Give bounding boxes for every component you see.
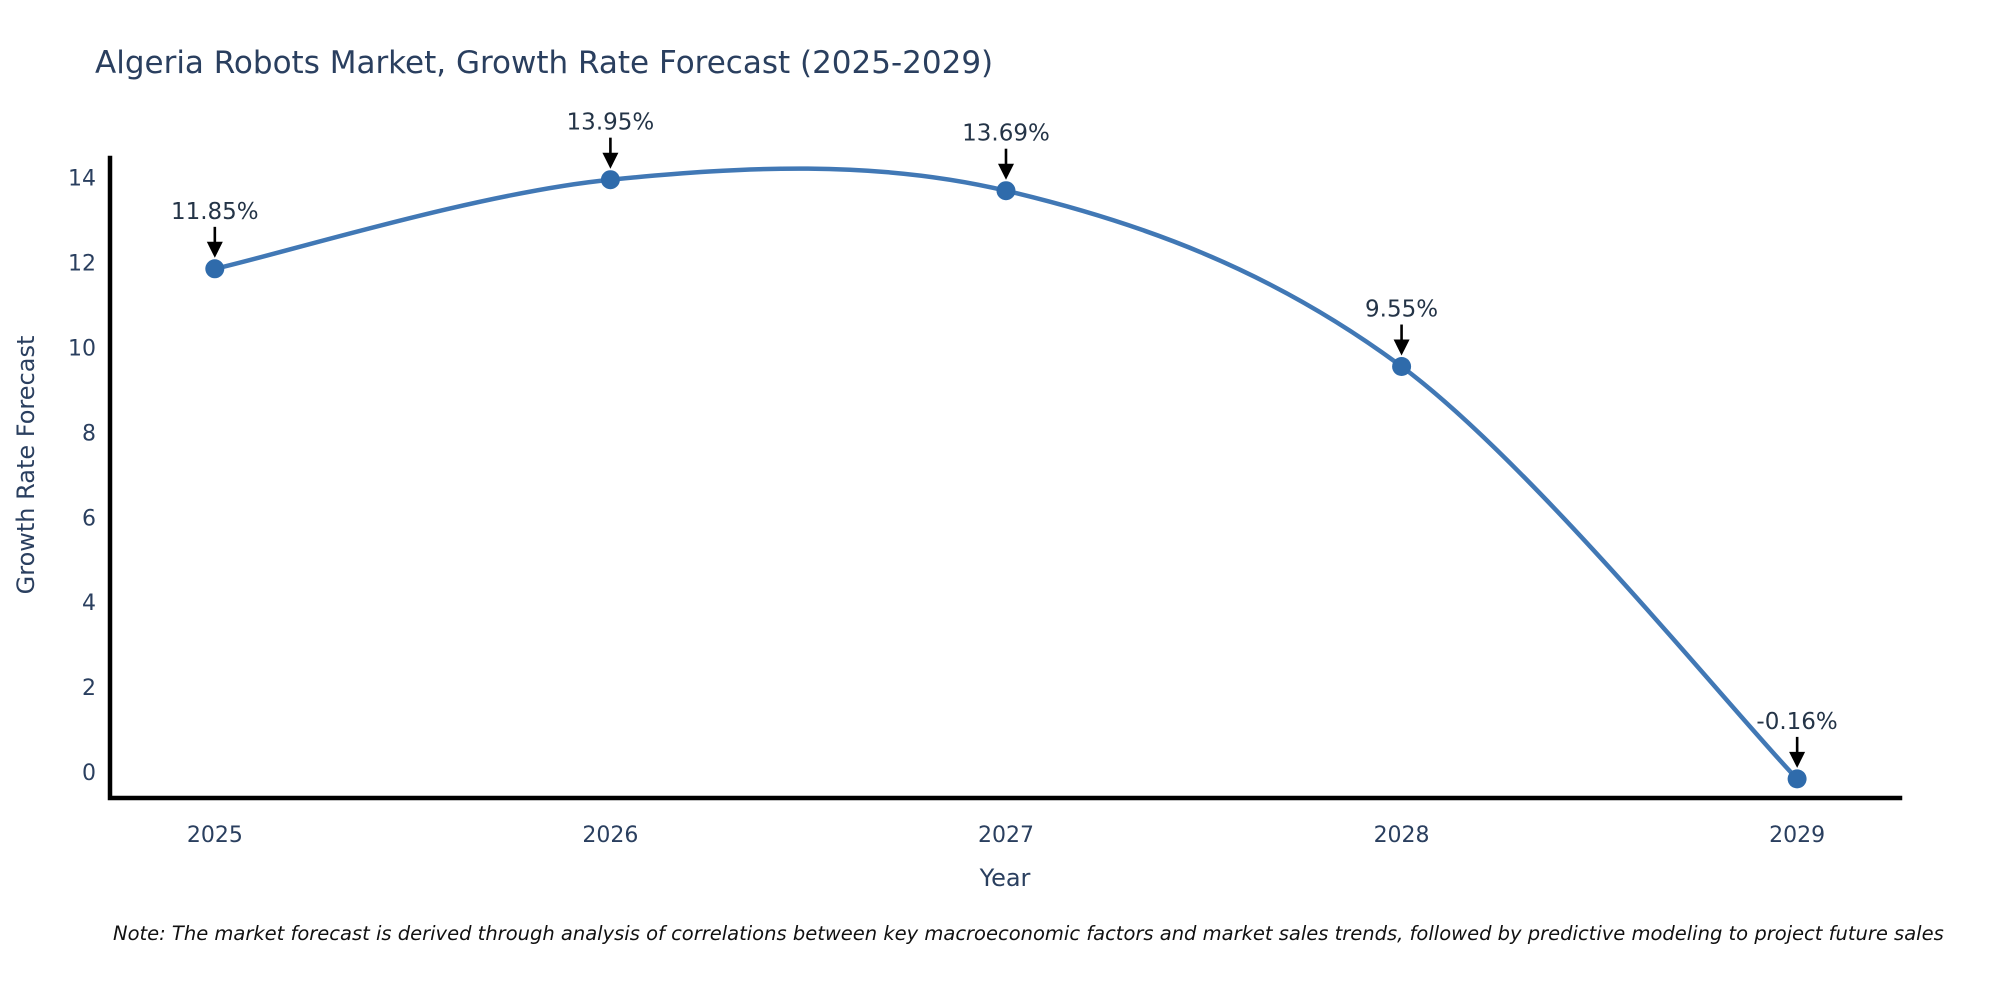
y-tick-label: 12 xyxy=(68,251,96,276)
annotation-arrowhead-icon xyxy=(998,163,1014,180)
y-tick-label: 10 xyxy=(68,336,96,361)
y-tick-label: 6 xyxy=(82,506,96,531)
x-axis-tick-labels: 2025 2026 2027 2028 2029 xyxy=(187,823,1825,848)
y-tick-label: 14 xyxy=(68,167,96,192)
x-tick-label: 2029 xyxy=(1769,823,1825,848)
axis-lines xyxy=(107,155,1903,801)
y-axis-tick-labels: 0 2 4 6 8 10 12 14 xyxy=(68,167,96,787)
x-tick-label: 2025 xyxy=(187,823,243,848)
annotation-value-label: 9.55% xyxy=(1365,297,1438,323)
data-point-marker xyxy=(600,170,620,190)
point-annotation: 9.55% xyxy=(1365,297,1438,356)
point-annotation: 13.69% xyxy=(962,121,1050,180)
point-annotation: 11.85% xyxy=(171,199,259,258)
point-annotation: 13.95% xyxy=(567,110,655,169)
y-axis-title: Growth Rate Forecast xyxy=(12,336,40,595)
annotation-value-label: 13.69% xyxy=(962,121,1050,147)
x-tick-label: 2028 xyxy=(1374,823,1430,848)
data-point-marker xyxy=(996,181,1016,201)
x-tick-label: 2027 xyxy=(978,823,1034,848)
data-point-marker xyxy=(1787,769,1807,789)
y-tick-label: 8 xyxy=(82,421,96,446)
data-line xyxy=(212,166,1800,782)
annotation-value-label: -0.16% xyxy=(1756,709,1837,735)
x-tick-label: 2026 xyxy=(582,823,638,848)
y-tick-label: 0 xyxy=(82,761,96,786)
annotation-arrowhead-icon xyxy=(206,241,223,258)
annotation-value-label: 11.85% xyxy=(171,199,259,225)
annotation-arrowhead-icon xyxy=(1393,339,1410,356)
chart-title: Algeria Robots Market, Growth Rate Forec… xyxy=(95,45,993,81)
annotation-value-label: 13.95% xyxy=(567,110,655,136)
y-tick-label: 2 xyxy=(82,676,96,701)
data-point-marker xyxy=(205,259,225,279)
x-axis-title: Year xyxy=(979,864,1031,892)
annotation-arrowhead-icon xyxy=(602,152,619,169)
point-annotations: 11.85% 13.95% 13.69% 9.55% -0.16% xyxy=(171,110,1838,768)
annotation-arrowhead-icon xyxy=(1789,751,1806,768)
point-annotation: -0.16% xyxy=(1756,709,1838,768)
footnote: Note: The market forecast is derived thr… xyxy=(113,922,1944,945)
y-tick-label: 4 xyxy=(82,591,96,616)
data-points xyxy=(205,170,1807,789)
data-point-marker xyxy=(1392,357,1412,376)
